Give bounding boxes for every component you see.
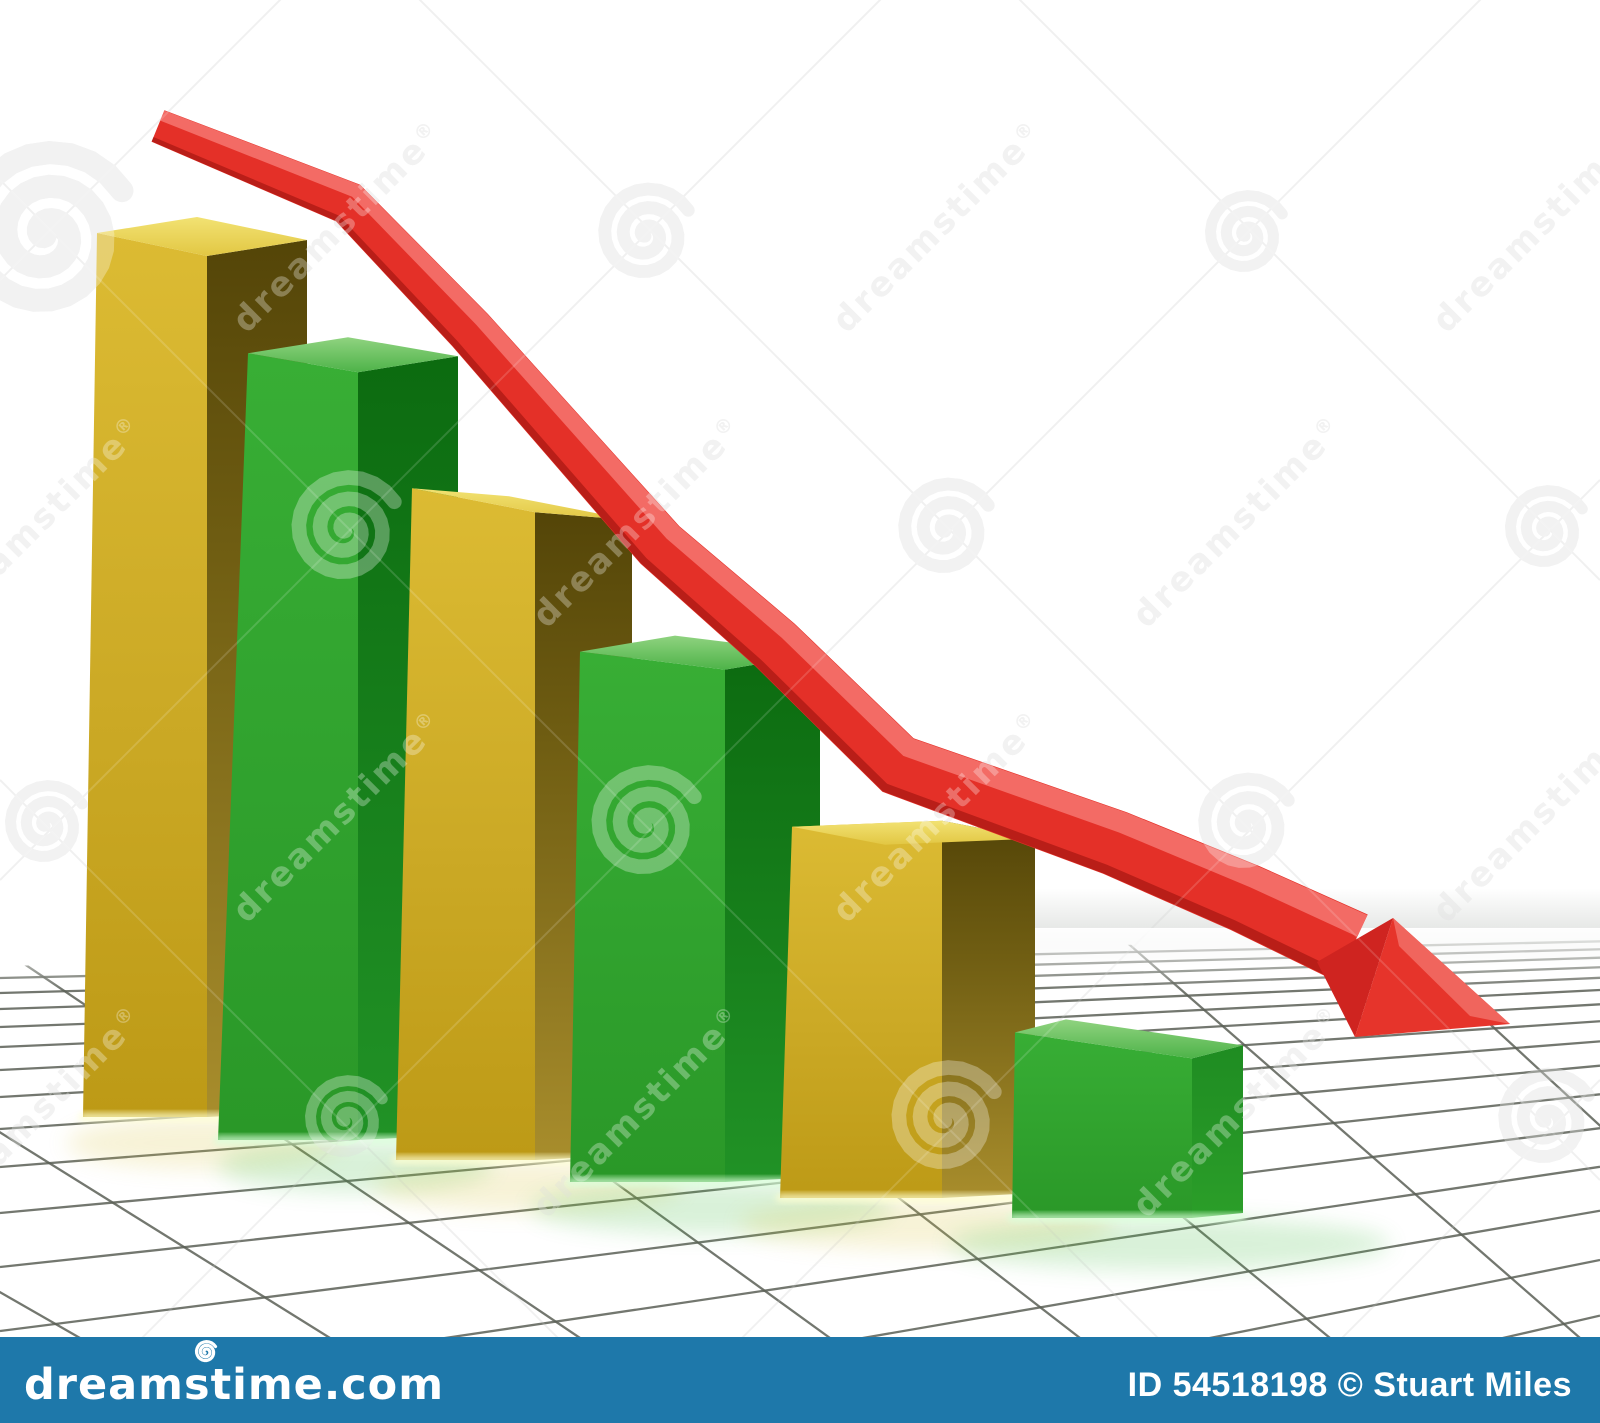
bar-front-face [396, 488, 535, 1160]
grid-line-b [0, 936, 331, 1338]
watermark-spiral-icon [1498, 1067, 1595, 1163]
bar-base-glow [566, 1178, 816, 1186]
watermark-spiral-icon [1504, 485, 1588, 567]
watermark-spiral-icon [598, 182, 695, 278]
bar-base-glow [1008, 1214, 1246, 1222]
grid-line-a [0, 1258, 1600, 1338]
arrowhead-left-face [1317, 918, 1393, 1037]
bar-front-face [780, 820, 942, 1198]
bar-floor-reflection [947, 1218, 1391, 1270]
bar-side-face [942, 820, 1035, 1198]
arrowhead-top-bevel [1393, 918, 1510, 1024]
logo-i-spiral [194, 1339, 218, 1363]
watermark-spiral-icon [598, 182, 695, 278]
footer-bar: dreamstime.com ID 54518198 © Stuart Mile… [0, 1337, 1600, 1423]
image-credit: ID 54518198 © Stuart Miles [1128, 1366, 1572, 1404]
watermark-spiral-icon [591, 765, 702, 875]
watermark-spiral-icon [898, 477, 995, 573]
watermark-spiral-icon [1204, 190, 1288, 272]
bar-top-face [1015, 1019, 1243, 1059]
watermark-spiral-icon [1198, 772, 1295, 868]
dreamstime-logo: dreamstime.com [24, 1360, 444, 1410]
watermark-cross-line [0, 0, 282, 281]
watermark-cross-line [0, 0, 1600, 1180]
watermark-spiral-icon [898, 477, 995, 573]
bar-front-face [570, 651, 725, 1182]
grid-line-b [1111, 936, 1581, 1338]
bar-front-face [83, 233, 207, 1117]
bar-base-glow [776, 1194, 1029, 1202]
watermark-cross-line [0, 779, 645, 1423]
bar-group [79, 217, 1246, 1222]
grid-line-a [0, 1165, 1600, 1338]
bar-6-green [1008, 1019, 1246, 1222]
watermark-cross-line [655, 479, 1600, 1423]
bar-front-face [1012, 1032, 1192, 1218]
bar-base-glow [214, 1136, 434, 1144]
bar-5-gold [776, 820, 1035, 1202]
watermark-spiral-icon [1204, 190, 1288, 272]
arrow-shaft [151, 110, 1368, 982]
bar-base-glow [392, 1156, 622, 1164]
watermark-cross-line [1018, 0, 1600, 581]
watermark-spiral-icon [4, 780, 88, 862]
watermark-cross-line [655, 479, 1600, 1423]
bar-top-face [248, 337, 458, 373]
watermark-spiral-icon [1504, 485, 1588, 567]
watermark-spiral-icon [291, 470, 402, 580]
bar-front-face [218, 353, 358, 1140]
bar-top-face [792, 820, 1035, 845]
watermark-spiral-icon [0, 140, 134, 312]
bar-side-face [1192, 1045, 1243, 1218]
watermark-spiral-icon [891, 1060, 1002, 1170]
trend-arrow-down [151, 110, 1510, 1037]
logo-i-spiral-icon [194, 1339, 218, 1363]
bar-4-green [566, 635, 820, 1186]
watermark-spiral-icon [1498, 1067, 1595, 1163]
bar-top-face [412, 488, 632, 521]
watermark-cross-line [0, 179, 1245, 1423]
watermark-cross-line [0, 0, 1600, 880]
watermark-spiral-icon [304, 1075, 388, 1157]
watermark-cross-line [1018, 0, 1600, 581]
footer-background [0, 1337, 1600, 1423]
bar-top-face [97, 217, 307, 256]
watermark-spiral-icon [4, 780, 88, 862]
watermark-cross-line [0, 0, 282, 281]
watermark-spiral-icon [0, 140, 134, 312]
watermark-spiral-icon [1198, 772, 1295, 868]
